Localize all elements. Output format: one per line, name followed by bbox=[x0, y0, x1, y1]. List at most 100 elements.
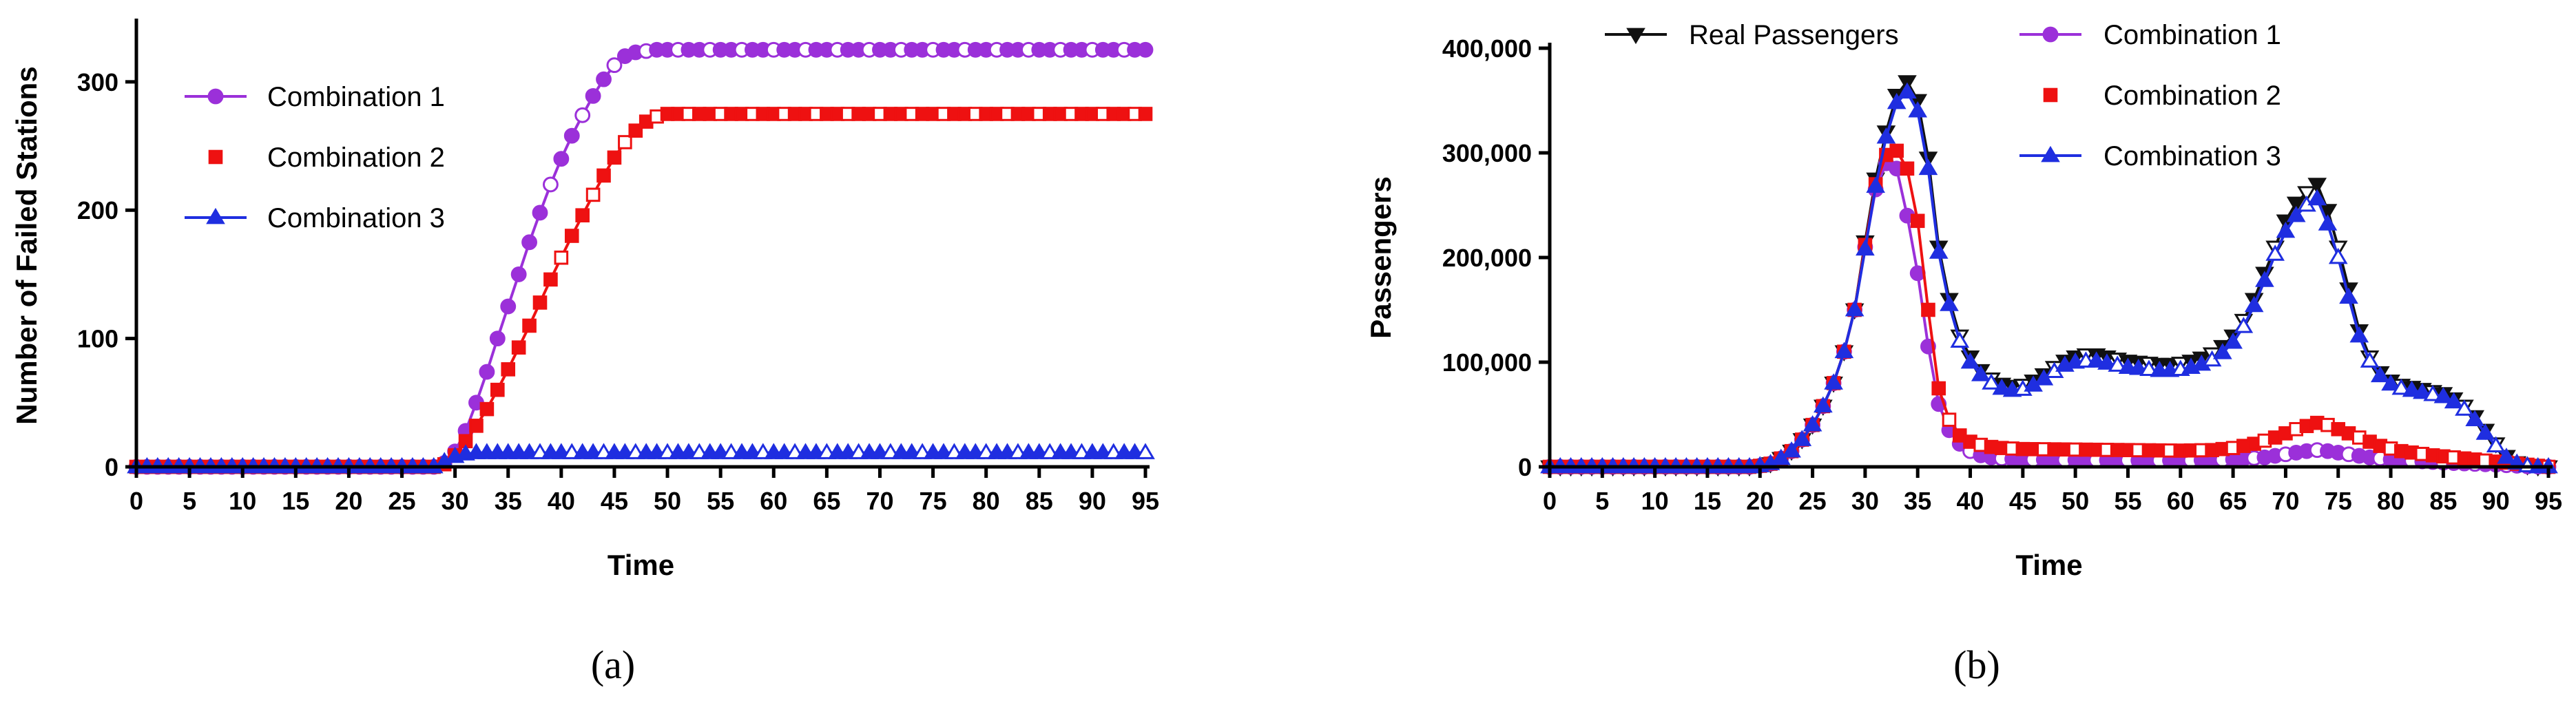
data-point bbox=[1887, 92, 1907, 109]
x-tick-label: 95 bbox=[2535, 487, 2562, 515]
data-point bbox=[501, 362, 516, 377]
legend-item: Combination 1 bbox=[2019, 20, 2281, 50]
data-point bbox=[596, 71, 612, 87]
series-line bbox=[1550, 149, 2549, 468]
x-tick-label: 60 bbox=[2167, 487, 2194, 515]
data-point bbox=[2234, 317, 2254, 333]
data-point bbox=[2370, 366, 2390, 383]
data-point bbox=[1792, 430, 1812, 446]
x-tick-label: 55 bbox=[707, 487, 734, 515]
x-tick-label: 20 bbox=[1746, 487, 1774, 515]
panel-label: (b) bbox=[1953, 642, 2000, 687]
data-point bbox=[469, 419, 484, 433]
x-tick-label: 70 bbox=[2272, 487, 2299, 515]
plot-area bbox=[1540, 75, 2558, 477]
x-tick-label: 90 bbox=[2482, 487, 2510, 515]
data-point bbox=[510, 266, 527, 282]
data-point bbox=[628, 123, 643, 138]
data-point bbox=[1929, 242, 1949, 259]
data-point bbox=[2423, 384, 2442, 401]
y-tick-label: 100,000 bbox=[1442, 348, 1532, 377]
data-point bbox=[1921, 302, 1935, 317]
data-point bbox=[574, 107, 591, 123]
data-point bbox=[2475, 423, 2495, 440]
data-point bbox=[2433, 387, 2453, 403]
data-point bbox=[1889, 143, 1904, 158]
y-tick-label: 300,000 bbox=[1442, 139, 1532, 167]
x-tick-label: 35 bbox=[1904, 487, 1931, 515]
data-point bbox=[1982, 373, 2001, 390]
data-point bbox=[2276, 221, 2296, 238]
x-tick-label: 80 bbox=[2377, 487, 2404, 515]
series-combination-1 bbox=[1541, 155, 2557, 475]
data-point bbox=[522, 318, 537, 333]
data-point bbox=[1910, 213, 1925, 229]
x-tick-label: 35 bbox=[495, 487, 522, 515]
legend-marker bbox=[207, 88, 224, 105]
data-point bbox=[532, 295, 548, 310]
x-tick-label: 30 bbox=[1851, 487, 1879, 515]
series-line bbox=[1550, 80, 2548, 468]
plot-area bbox=[127, 41, 1155, 475]
y-axis-title: Passengers bbox=[1364, 176, 1397, 339]
data-point bbox=[564, 229, 579, 243]
data-point bbox=[2360, 351, 2380, 368]
data-point bbox=[489, 330, 506, 347]
data-point bbox=[2381, 374, 2400, 391]
data-point bbox=[553, 151, 570, 167]
data-point bbox=[2139, 359, 2159, 376]
data-point bbox=[1845, 300, 1865, 317]
legend-item: Combination 3 bbox=[2019, 141, 2281, 171]
data-point bbox=[1931, 381, 1946, 396]
data-point bbox=[618, 135, 632, 149]
data-point bbox=[2213, 343, 2232, 359]
x-tick-label: 25 bbox=[1799, 487, 1827, 515]
chart-panel-a: 0 5 10 15 20 25 30 35 40 45 50 55 60 65 70 75 80 85 90 95 0 1… bbox=[10, 19, 1159, 687]
data-point bbox=[532, 204, 548, 221]
x-tick-label: 70 bbox=[866, 487, 893, 515]
legend: Combination 1 Combination 2 Combination 3 bbox=[185, 82, 445, 233]
data-point bbox=[2465, 410, 2484, 426]
data-point bbox=[490, 382, 505, 397]
data-point bbox=[2108, 355, 2128, 372]
y-tick-label: 400,000 bbox=[1442, 34, 1532, 63]
data-point bbox=[2223, 332, 2243, 349]
x-tick-label: 95 bbox=[1132, 487, 1159, 515]
legend-label: Combination 2 bbox=[2104, 81, 2281, 111]
data-point bbox=[1908, 101, 1928, 118]
data-point bbox=[2486, 436, 2506, 452]
data-point bbox=[2455, 399, 2474, 416]
data-point bbox=[2286, 196, 2306, 213]
x-tick-label: 90 bbox=[1079, 487, 1106, 515]
data-point bbox=[596, 168, 611, 183]
data-point bbox=[1900, 161, 1915, 176]
data-point bbox=[2286, 206, 2306, 222]
axes: 0 5 10 15 20 25 30 35 40 45 50 55 60 65 70 75 80 85 90 95 0 1… bbox=[77, 19, 1159, 515]
data-point bbox=[1898, 82, 1917, 99]
x-tick-label: 0 bbox=[129, 487, 143, 515]
x-tick-label: 40 bbox=[1957, 487, 1984, 515]
legend-item: Combination 3 bbox=[185, 203, 445, 233]
data-point bbox=[563, 127, 580, 144]
x-tick-label: 15 bbox=[1694, 487, 1721, 515]
data-point bbox=[2402, 380, 2422, 397]
x-axis-title: Time bbox=[2015, 549, 2082, 581]
data-point bbox=[1942, 412, 1957, 427]
data-point bbox=[585, 87, 601, 104]
legend-label: Combination 1 bbox=[267, 82, 445, 112]
data-point bbox=[554, 250, 569, 265]
y-axis-title: Number of Failed Stations bbox=[10, 66, 43, 424]
data-point bbox=[1814, 396, 1833, 413]
data-point bbox=[1866, 176, 1885, 193]
legend-marker bbox=[2042, 26, 2059, 43]
x-tick-label: 40 bbox=[548, 487, 575, 515]
y-tick-label: 200,000 bbox=[1442, 244, 1532, 272]
x-tick-label: 5 bbox=[183, 487, 196, 515]
data-point bbox=[2307, 189, 2327, 206]
data-point bbox=[2444, 392, 2464, 409]
x-tick-label: 75 bbox=[2325, 487, 2352, 515]
x-tick-label: 30 bbox=[442, 487, 469, 515]
data-point bbox=[1918, 158, 1938, 176]
data-point bbox=[2391, 378, 2411, 395]
x-tick-label: 15 bbox=[282, 487, 309, 515]
